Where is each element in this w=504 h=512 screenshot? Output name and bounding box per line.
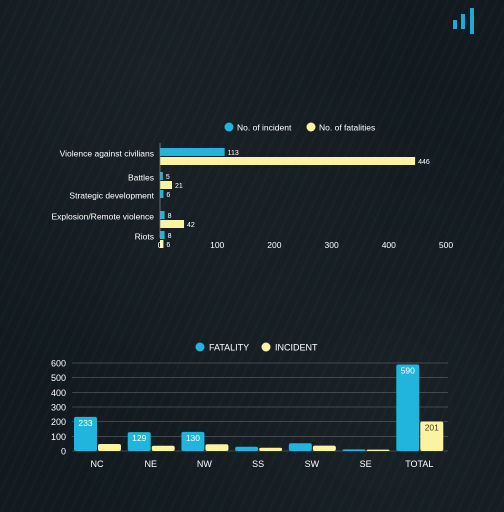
x-tick-label: NC [91,459,104,469]
bar-incident [160,211,165,219]
bar-fatality [127,432,151,451]
bar-incident [259,447,283,451]
x-tick-label: 500 [439,240,453,250]
bar-fatalities [160,181,173,189]
bar-incident [151,445,175,451]
legend-label-2: INCIDENT [275,343,318,353]
data-label: 8 [168,213,172,220]
legend-label-2: No. of fatalities [319,123,375,133]
y-tick-label: 300 [51,403,66,413]
legend-label-1: No. of incident [237,123,292,133]
bar-fatality [396,364,420,451]
x-tick-label: SS [252,459,264,469]
bar-incident [160,172,163,180]
legend-marker-1 [224,122,234,132]
data-label: 6 [166,242,170,249]
bar-incident [312,445,336,451]
bar-fatalities [160,220,185,228]
legend-marker-2 [261,342,271,352]
legend-marker-1 [195,342,205,352]
x-tick-label: 0 [158,240,163,250]
bar-fatality [181,431,205,451]
x-tick-label: 100 [210,240,224,250]
x-tick-label: SE [360,459,372,469]
data-label: 130 [186,433,200,443]
x-tick-label: 300 [325,240,339,250]
bar-fatalities [160,240,164,248]
x-tick-label: 400 [382,240,396,250]
category-label: Battles [128,173,154,183]
x-tick-label: TOTAL [405,459,433,469]
y-tick-label: 500 [51,373,66,383]
category-label: Explosion/Remote violence [51,212,154,222]
data-label: 21 [175,183,183,190]
bar-incident [366,449,390,451]
bar-incident [160,231,165,239]
incident-type-chart: No. of incident No. of fatalities Violence… [51,122,453,250]
y-tick-label: 600 [51,359,66,369]
category-label: Strategic development [69,191,154,201]
data-label: 590 [401,365,415,375]
y-tick-label: 400 [51,388,66,398]
data-label: 129 [132,433,146,443]
bar-fatality [288,443,312,451]
y-tick-label: 200 [51,417,66,427]
data-label: 233 [78,418,92,428]
x-tick-label: NW [197,459,212,469]
x-tick-label: NE [144,459,157,469]
y-tick-label: 0 [61,447,66,457]
data-label: 6 [166,192,170,199]
x-tick-label: SW [305,459,320,469]
legend-marker-2 [306,122,316,132]
bar-incident [160,148,225,156]
bar-fatality [342,449,366,451]
data-label: 5 [166,174,170,181]
y-tick-label: 100 [51,432,66,442]
bar-incident [160,190,164,198]
bar-fatalities [160,157,416,165]
bar-fatality [74,416,97,451]
data-label: 42 [187,222,195,229]
category-label: Riots [135,232,154,242]
legend-label-1: FATALITY [209,343,249,353]
bar-incident [98,443,121,451]
data-label: 8 [168,233,172,240]
x-tick-label: 200 [267,240,281,250]
data-label: 113 [228,150,239,157]
bar-incident [420,421,444,451]
data-label: 446 [418,159,430,166]
data-label: 201 [425,423,439,433]
region-chart: FATALITY INCIDENT 0 100 200 300 400 500 600 233 NC… [51,342,448,469]
bar-logo-icon [453,8,474,34]
bar-incident [205,444,229,451]
bar-fatality [235,446,259,451]
category-label: Violence against civilians [60,149,154,159]
